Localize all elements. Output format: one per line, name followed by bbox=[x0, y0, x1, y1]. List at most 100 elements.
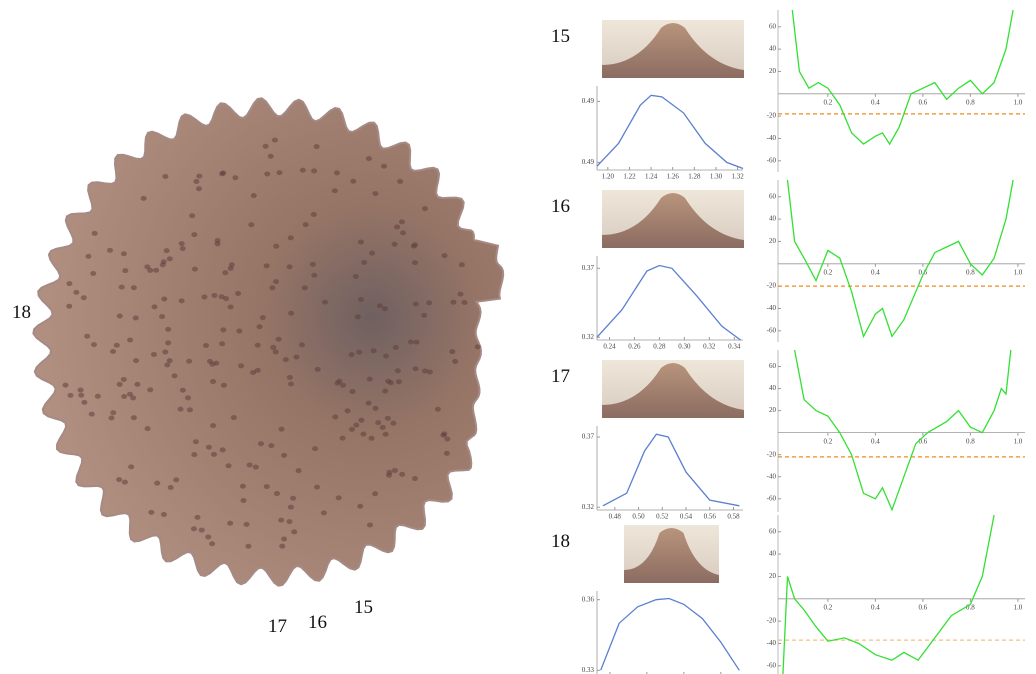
seed-tubercle bbox=[92, 231, 98, 236]
y-tick-label: 60 bbox=[769, 527, 777, 535]
seed-tubercle bbox=[422, 368, 428, 373]
seed-tubercle bbox=[78, 388, 84, 393]
y-tick-label: -20 bbox=[767, 282, 777, 290]
seed-tubercle bbox=[227, 521, 233, 526]
seed-tubercle bbox=[276, 170, 282, 175]
x-tick-label: 0.2 bbox=[824, 98, 833, 106]
seed-tubercle bbox=[444, 436, 450, 441]
seed-tubercle bbox=[372, 491, 378, 496]
seed-tubercle bbox=[240, 484, 246, 489]
seed-tubercle bbox=[287, 264, 293, 269]
seed-tubercle bbox=[336, 379, 342, 384]
seed-tubercle bbox=[353, 274, 359, 279]
y-tick-label: 40 bbox=[769, 45, 777, 53]
seed-tubercle bbox=[377, 303, 383, 308]
seed-tubercle bbox=[268, 443, 274, 448]
x-tick-label: 0.8 bbox=[966, 437, 975, 445]
seed-tubercle bbox=[84, 334, 90, 339]
data-line bbox=[792, 10, 1013, 144]
seed-tubercle bbox=[232, 175, 238, 180]
x-tick-label: 1.28 bbox=[688, 173, 701, 181]
photo-label: 15 bbox=[354, 597, 373, 618]
x-tick-label: 1.0 bbox=[1014, 603, 1023, 611]
y-tick-label: 0.37 bbox=[582, 433, 595, 441]
x-tick-label: 0.28 bbox=[653, 343, 666, 351]
seed-tubercle bbox=[260, 315, 266, 320]
seed-tubercle bbox=[457, 292, 463, 297]
seed-tubercle bbox=[264, 484, 270, 489]
seed-tubercle bbox=[302, 285, 308, 290]
seed-tubercle bbox=[358, 297, 364, 302]
seed-tubercle bbox=[360, 432, 366, 437]
seed-tubercle bbox=[321, 510, 327, 515]
seed-tubercle bbox=[380, 425, 386, 430]
seed-tubercle bbox=[67, 393, 73, 398]
seed-tubercle bbox=[387, 470, 393, 475]
seed-tubercle bbox=[274, 491, 280, 496]
data-line bbox=[795, 350, 1011, 510]
seed-tubercle bbox=[141, 196, 147, 201]
x-tick-label: 0.4 bbox=[871, 437, 880, 445]
seed-tubercle bbox=[332, 188, 338, 193]
seed-tubercle bbox=[392, 242, 398, 247]
seed-tubercle bbox=[108, 416, 114, 421]
seed-tubercle bbox=[81, 400, 87, 405]
seed-tubercle bbox=[449, 349, 455, 354]
seed-tubercle bbox=[392, 468, 398, 473]
seed-tubercle bbox=[385, 379, 391, 384]
seed-tubercle bbox=[133, 358, 139, 363]
seed-tubercle bbox=[220, 447, 226, 452]
seed-tubercle bbox=[194, 515, 200, 520]
seed-tubercle bbox=[63, 383, 69, 388]
seed-tubercle bbox=[358, 240, 364, 245]
seed-tubercle bbox=[340, 436, 346, 441]
seed-tubercle bbox=[245, 544, 251, 549]
seed-tubercle bbox=[394, 225, 400, 230]
seed-tubercle bbox=[179, 298, 185, 303]
seed-tubercle bbox=[121, 377, 127, 382]
seed-tubercle bbox=[81, 295, 87, 300]
seed-tubercle bbox=[121, 394, 127, 399]
seed-tubercle bbox=[371, 348, 377, 353]
seed-tubercle bbox=[281, 536, 287, 541]
seed-tubercle bbox=[154, 481, 160, 486]
page: 18 17 16 15 151.201.221.241.261.281.301.… bbox=[0, 0, 1036, 674]
seed-tubercle bbox=[270, 345, 276, 350]
seed-tubercle bbox=[290, 496, 296, 501]
seed-tubercle bbox=[314, 144, 320, 149]
seed-tubercle bbox=[414, 340, 420, 345]
x-tick-label: 0.56 bbox=[704, 513, 717, 521]
x-tick-label: 0.8 bbox=[966, 268, 975, 276]
y-tick-label: -20 bbox=[767, 450, 777, 458]
data-line bbox=[783, 515, 994, 674]
figure: 18 17 16 15 151.201.221.241.261.281.301.… bbox=[0, 0, 1036, 674]
seed-tubercle bbox=[413, 366, 419, 371]
seed-tubercle bbox=[349, 427, 355, 432]
seed-tubercle bbox=[161, 512, 167, 517]
x-tick-label: 0.6 bbox=[919, 98, 928, 106]
x-tick-label: 0.2 bbox=[824, 268, 833, 276]
seed-tubercle bbox=[288, 505, 294, 510]
seed-tubercle bbox=[90, 271, 96, 276]
x-tick-label: 0.54 bbox=[680, 513, 693, 521]
x-tick-label: 0.50 bbox=[632, 513, 645, 521]
seed-tubercle bbox=[134, 382, 140, 387]
y-tick-label: 20 bbox=[769, 572, 777, 580]
seed-tubercle bbox=[221, 383, 227, 388]
seed-tubercle bbox=[382, 389, 388, 394]
seed-tubercle bbox=[350, 389, 356, 394]
seed-tubercle bbox=[273, 349, 279, 354]
seed-tubercle bbox=[450, 300, 456, 305]
seed-tubercle bbox=[400, 230, 406, 235]
seed-tubercle bbox=[114, 343, 120, 348]
seed-tubercle bbox=[452, 359, 458, 364]
seed-tubercle bbox=[442, 253, 448, 258]
seed-tubercle bbox=[294, 354, 300, 359]
seed-tubercle bbox=[421, 313, 427, 318]
seed-tubercle bbox=[296, 468, 302, 473]
seed-tubercle bbox=[130, 395, 136, 400]
seed-tubercle bbox=[211, 452, 217, 457]
seed-tubercle bbox=[215, 238, 221, 243]
seed-tubercle bbox=[372, 191, 378, 196]
seed-tubercle bbox=[151, 352, 157, 357]
